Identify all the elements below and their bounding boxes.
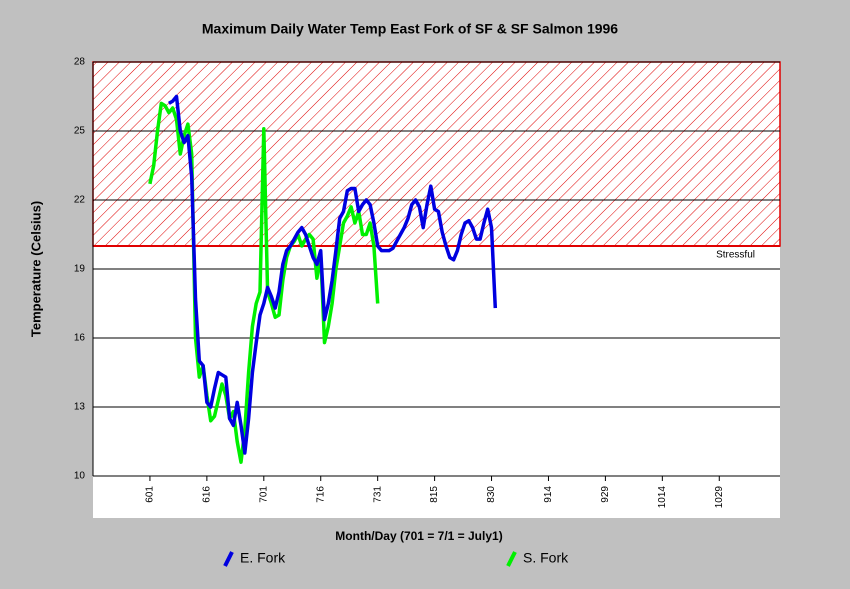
y-tick-label: 16: [74, 333, 86, 344]
x-tick-label: 716: [315, 486, 326, 503]
y-tick-label: 10: [74, 471, 86, 482]
x-tick-label: 914: [543, 486, 554, 503]
stress-zone: [92, 61, 781, 247]
stress-label: Stressful: [716, 250, 755, 261]
y-tick-label: 19: [74, 264, 86, 275]
legend-swatch: [506, 551, 517, 567]
series-line: [148, 101, 380, 464]
x-tick-label: 601: [145, 486, 156, 503]
x-tick-label: 1029: [714, 486, 725, 509]
x-tick-label: 815: [429, 486, 440, 503]
x-tick-label: 929: [600, 486, 611, 503]
x-axis-label: Month/Day (701 = 7/1 = July1): [335, 529, 502, 543]
x-tick-label: 1014: [657, 486, 668, 509]
y-axis-label: Temperature (Celsius): [28, 201, 43, 337]
series-line: [167, 94, 498, 455]
legend-swatch: [223, 551, 234, 567]
x-tick-label: 830: [486, 486, 497, 503]
y-tick-label: 13: [74, 402, 86, 413]
chart-title: Maximum Daily Water Temp East Fork of SF…: [202, 21, 618, 37]
x-tick-label: 616: [202, 486, 213, 503]
legend-label: S. Fork: [523, 550, 569, 566]
y-tick-label: 28: [74, 57, 86, 68]
y-tick-label: 25: [74, 126, 86, 137]
legend-label: E. Fork: [240, 550, 286, 566]
x-tick-label: 701: [258, 486, 269, 503]
x-tick-label: 731: [372, 486, 383, 503]
y-tick-label: 22: [74, 195, 86, 206]
